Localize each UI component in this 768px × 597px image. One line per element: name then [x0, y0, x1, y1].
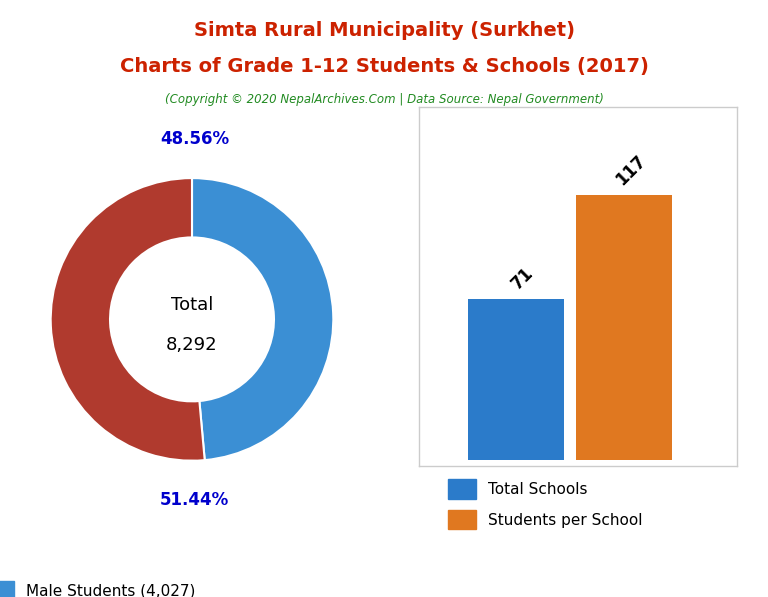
- Wedge shape: [192, 178, 333, 460]
- Text: 71: 71: [508, 263, 537, 293]
- Text: (Copyright © 2020 NepalArchives.Com | Data Source: Nepal Government): (Copyright © 2020 NepalArchives.Com | Da…: [164, 93, 604, 106]
- Text: 117: 117: [612, 152, 649, 189]
- Legend: Total Schools, Students per School: Total Schools, Students per School: [442, 473, 649, 536]
- Text: 8,292: 8,292: [166, 336, 218, 354]
- Text: Charts of Grade 1-12 Students & Schools (2017): Charts of Grade 1-12 Students & Schools …: [120, 57, 648, 76]
- Legend: Male Students (4,027), Female Students (4,265): Male Students (4,027), Female Students (…: [0, 574, 221, 597]
- Wedge shape: [51, 178, 205, 461]
- Text: 48.56%: 48.56%: [161, 130, 230, 147]
- Text: Simta Rural Municipality (Surkhet): Simta Rural Municipality (Surkhet): [194, 21, 574, 40]
- Bar: [576, 195, 672, 460]
- Bar: [468, 299, 564, 460]
- Text: Total: Total: [170, 296, 214, 314]
- Text: 51.44%: 51.44%: [161, 491, 230, 509]
